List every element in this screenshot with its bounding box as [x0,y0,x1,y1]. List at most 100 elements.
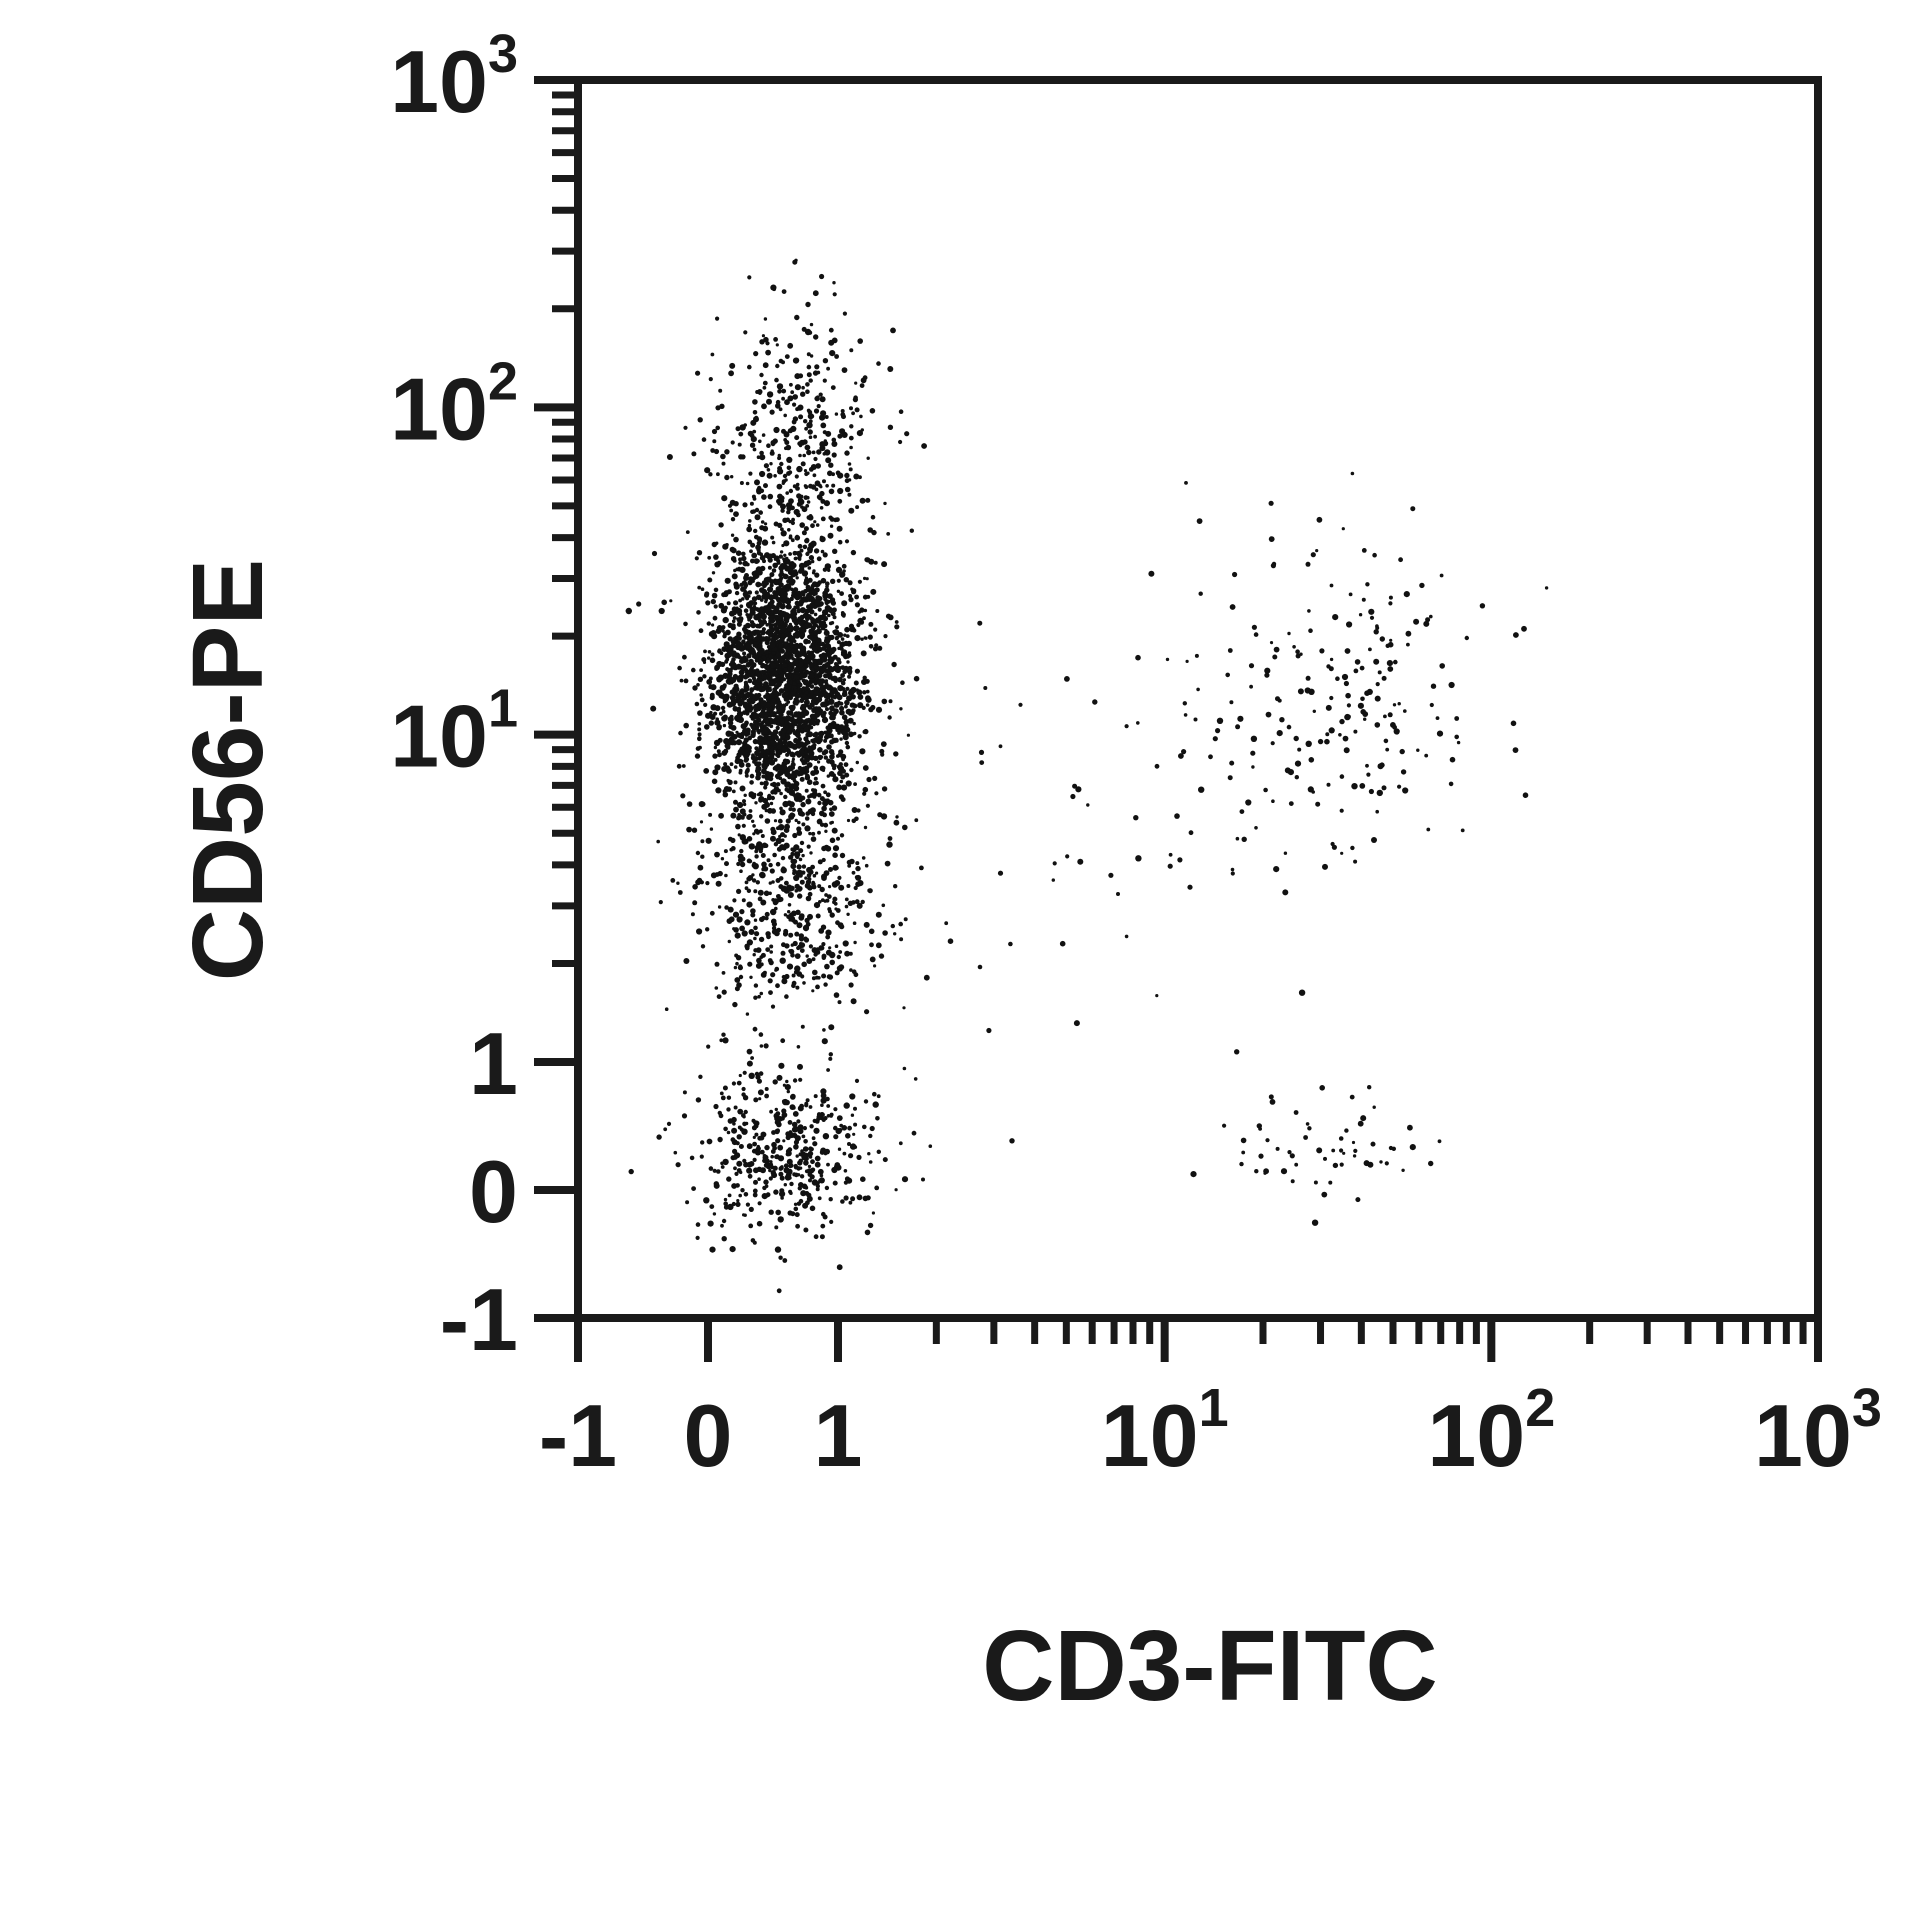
event-point [1294,760,1302,767]
event-point [874,791,879,796]
event-point [877,645,883,651]
event-point [711,571,716,575]
event-point [747,1173,753,1179]
event-point [828,488,835,495]
event-point [724,449,730,455]
event-point [733,501,739,507]
event-point [838,884,845,891]
event-point [807,566,812,570]
event-point [869,942,874,948]
event-point [775,725,780,730]
event-point [1419,582,1425,589]
event-point [837,770,843,777]
event-point [1270,741,1275,746]
event-point [793,1206,799,1212]
event-point [811,1136,816,1141]
event-point [731,1081,737,1086]
event-point [766,391,774,398]
event-point [768,594,775,601]
event-point [1328,666,1334,672]
event-point [767,504,773,510]
event-point [1346,621,1353,628]
event-point [759,450,764,456]
event-point [737,1108,744,1115]
event-point [788,717,793,722]
event-point [1305,561,1311,567]
event-point [723,590,730,596]
event-point [666,454,673,460]
event-point [745,481,750,486]
event-point [834,412,839,416]
event-point [738,1193,742,1198]
event-point [1174,813,1180,819]
event-point [854,899,860,905]
event-point [844,450,850,456]
event-point [784,565,791,572]
event-point [816,556,822,562]
event-point [767,493,774,500]
event-point [757,642,763,648]
event-point [782,557,786,561]
event-point [712,1168,717,1173]
event-point [817,1196,822,1201]
event-point [724,743,730,749]
event-point [759,1044,764,1048]
event-point [791,1105,796,1110]
event-point [818,1177,825,1184]
event-point [813,902,821,909]
event-point [758,1071,764,1076]
event-point [776,1288,782,1294]
event-point [750,793,757,800]
event-point [1376,789,1384,797]
event-point [771,651,776,655]
event-point [695,879,701,886]
event-point [797,744,802,749]
event-point [748,639,754,645]
event-point [777,1144,784,1151]
event-point [812,721,817,727]
event-point [880,741,887,747]
event-point [775,343,779,347]
event-point [1212,736,1218,742]
event-point [831,452,837,458]
event-point [857,880,864,887]
event-point [1401,1168,1405,1173]
event-point [1367,1085,1372,1090]
event-point [712,769,719,776]
event-point [661,599,667,606]
event-point [792,940,798,947]
event-point [782,473,788,479]
event-point [798,654,802,658]
event-point [790,609,796,615]
event-point [695,850,701,856]
event-point [841,691,848,697]
event-point [698,1074,703,1080]
event-point [755,748,761,753]
event-point [804,576,809,580]
event-point [720,1165,725,1169]
event-point [845,634,850,638]
event-point [784,994,789,999]
event-point [763,607,770,614]
event-point [820,1092,827,1099]
event-point [859,383,865,388]
event-point [829,821,833,825]
event-point [797,600,804,607]
event-point [891,661,897,668]
event-point [736,635,742,641]
event-point [813,618,818,624]
event-point [768,990,773,995]
event-point [759,1149,765,1155]
event-point [701,657,707,663]
event-point [727,668,733,674]
event-point [836,836,840,841]
event-point [886,532,891,536]
event-point [837,539,843,545]
event-point [1249,684,1253,689]
event-point [847,651,852,655]
event-point [829,912,835,918]
event-point [748,809,753,813]
event-point [774,377,779,383]
event-point [784,823,790,830]
event-point [869,408,876,414]
